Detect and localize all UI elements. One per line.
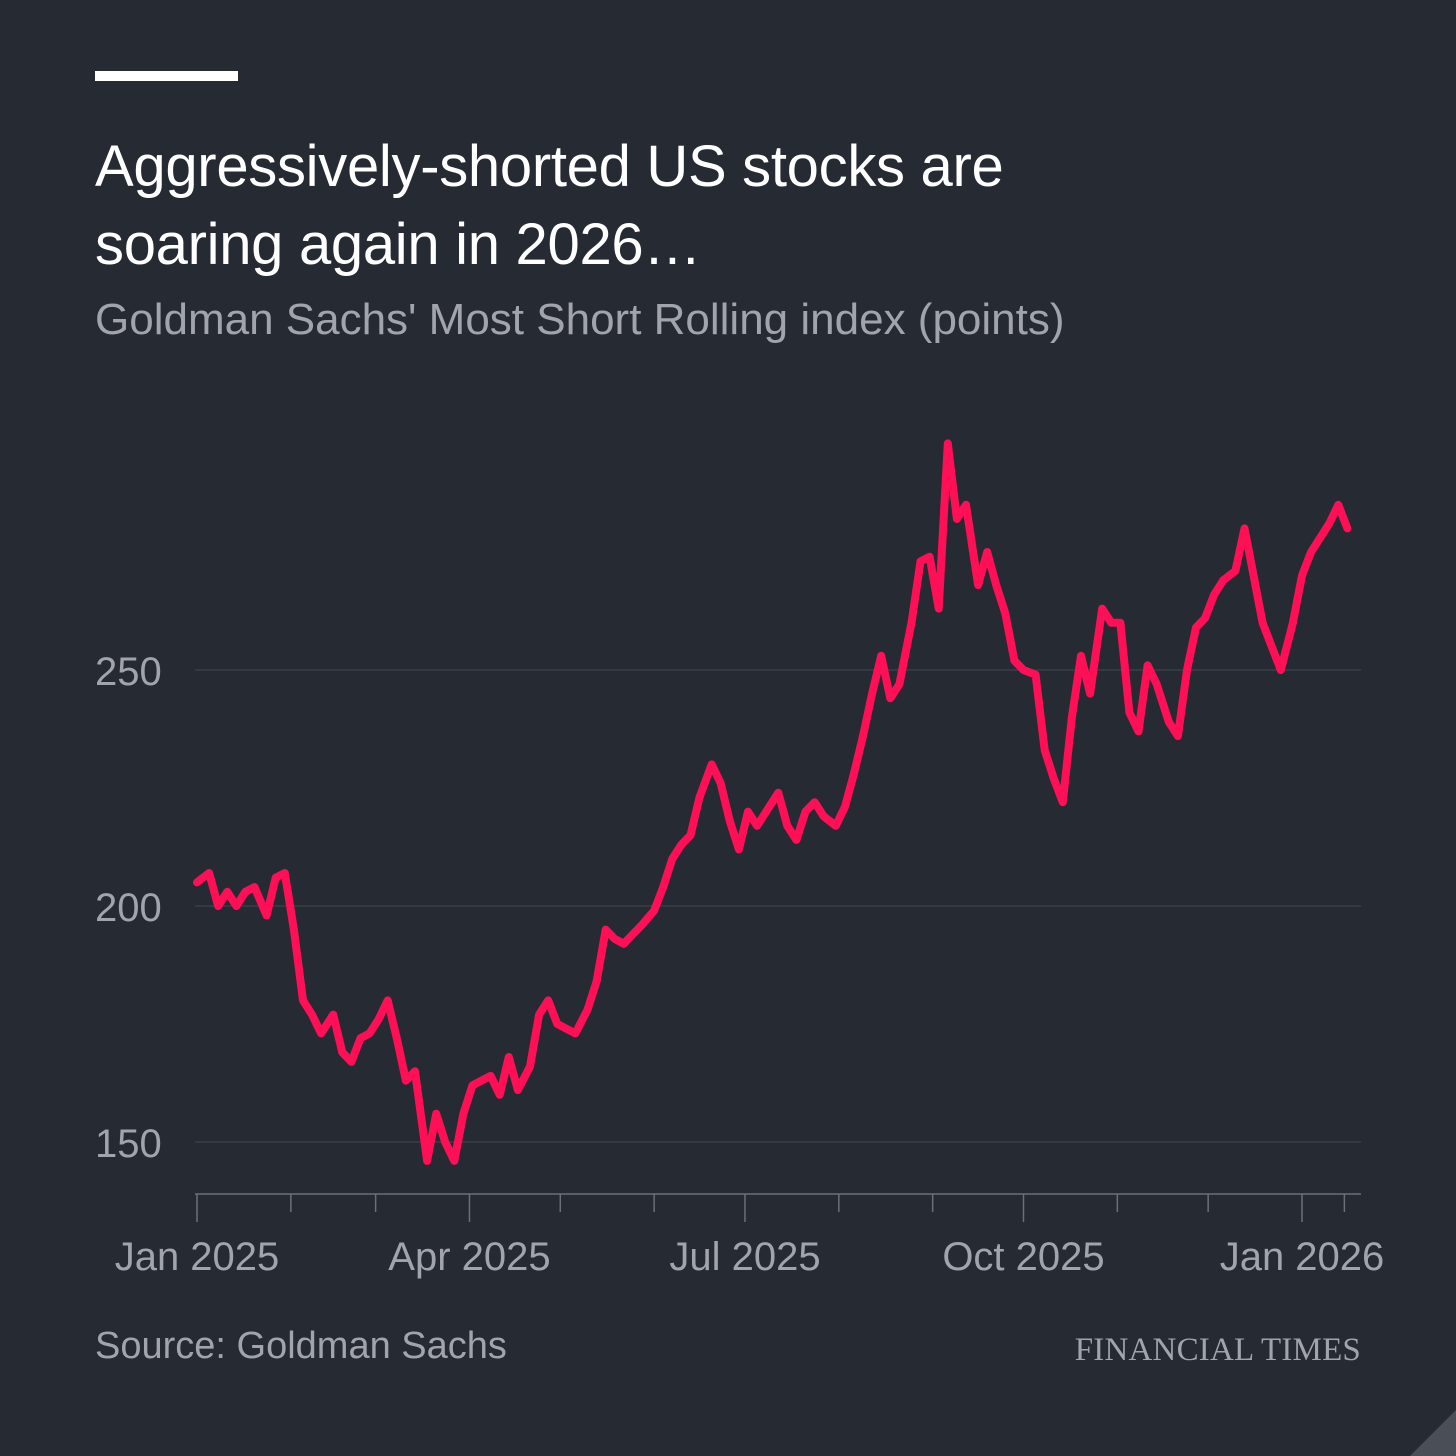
x-tick-label: Jan 2025 [115,1235,280,1279]
corner-fold-icon [1410,1410,1456,1456]
chart-subtitle: Goldman Sachs' Most Short Rolling index … [95,295,1065,344]
series-layer [193,439,1352,1165]
gridlines [195,669,1361,1143]
chart-title: Aggressively-shorted US stocks are soari… [95,134,1004,277]
x-axis [195,1193,1361,1222]
y-tick-label: 250 [95,650,162,694]
y-tick-label: 150 [95,1122,162,1166]
x-tick-label: Jul 2025 [669,1235,820,1279]
x-tick-label: Apr 2025 [388,1235,550,1279]
header-accent-bar [95,71,238,81]
y-tick-label: 200 [95,886,162,930]
brand-logo: FINANCIAL TIMES [1074,1332,1361,1368]
source-note: Source: Goldman Sachs [95,1325,507,1367]
x-tick-label: Jan 2026 [1220,1235,1385,1279]
axis-labels: 150 200 250 Jan 2025 Apr 2025 Jul 2025 Oct 202… [95,650,1384,1279]
series-line [193,439,1352,1165]
x-tick-label: Oct 2025 [942,1235,1104,1279]
